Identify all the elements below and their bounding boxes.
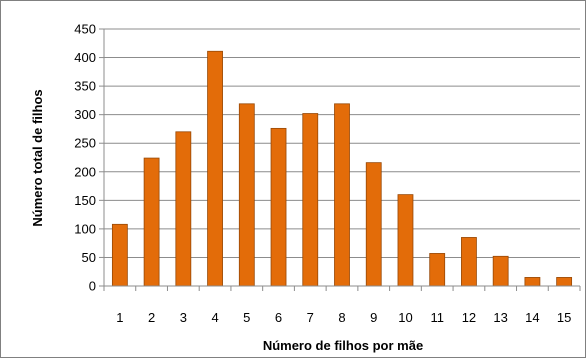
x-tick-label: 7 (307, 310, 314, 325)
y-tick-label: 50 (82, 250, 96, 265)
axes (103, 29, 580, 287)
y-tick-label: 450 (74, 22, 96, 37)
x-tick-label: 14 (525, 310, 539, 325)
bar (461, 237, 477, 287)
y-tick-label: 0 (89, 279, 96, 294)
x-tick-label: 9 (370, 310, 377, 325)
x-tick-label: 3 (180, 310, 187, 325)
y-tick-label: 350 (74, 79, 96, 94)
y-tick-label: 400 (74, 50, 96, 65)
y-tick-labels: 0 50 100 150 200 250 300 350 400 450 (74, 22, 96, 294)
y-tick-label: 250 (74, 136, 96, 151)
bar (238, 103, 255, 287)
bar (429, 253, 446, 287)
bar (365, 162, 382, 287)
bar (270, 127, 287, 287)
x-tick-label: 11 (430, 310, 444, 325)
x-tick-labels: 1 2 3 4 5 6 7 8 9 10 11 12 13 14 15 (116, 310, 571, 325)
x-tick-label: 10 (398, 310, 412, 325)
bar (143, 157, 160, 287)
bar (397, 194, 414, 287)
bar (524, 277, 541, 287)
x-tick-label: 6 (275, 310, 282, 325)
x-tick-label: 12 (462, 310, 476, 325)
x-axis-title: Número de filhos por mãe (263, 338, 423, 353)
x-tick-label: 5 (243, 310, 250, 325)
y-tick-label: 200 (74, 164, 96, 179)
y-axis-title: Número total de filhos (30, 89, 45, 226)
x-tick-label: 15 (557, 310, 571, 325)
bar (302, 113, 319, 287)
x-tick-label: 8 (338, 310, 345, 325)
bar (556, 277, 573, 287)
bar (207, 50, 223, 287)
x-tick-label: 4 (211, 310, 218, 325)
bar (111, 223, 128, 287)
x-tick-label: 13 (493, 310, 507, 325)
x-tick-label: 2 (148, 310, 155, 325)
bar (492, 255, 509, 287)
y-tick-label: 150 (74, 193, 96, 208)
bar (334, 103, 350, 287)
x-tick-label: 1 (116, 310, 123, 325)
y-tick-label: 300 (74, 107, 96, 122)
bar (175, 131, 192, 287)
y-tick-label: 100 (74, 221, 96, 236)
